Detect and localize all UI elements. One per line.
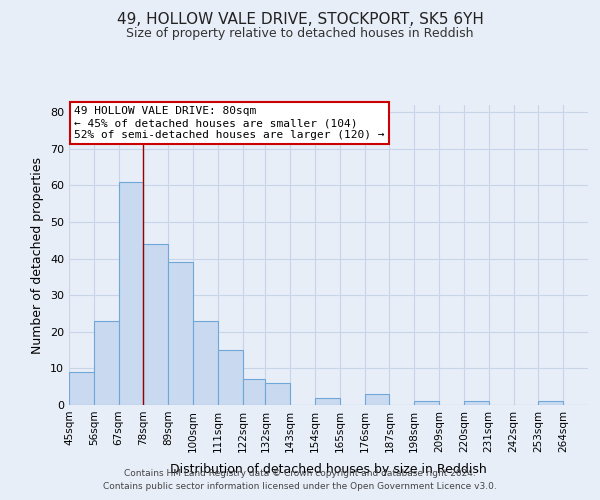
Text: Contains public sector information licensed under the Open Government Licence v3: Contains public sector information licen… — [103, 482, 497, 491]
Bar — [315, 398, 340, 405]
X-axis label: Distribution of detached houses by size in Reddish: Distribution of detached houses by size … — [170, 463, 487, 476]
Bar — [193, 321, 218, 405]
Bar — [538, 402, 563, 405]
Bar — [365, 394, 389, 405]
Text: 49 HOLLOW VALE DRIVE: 80sqm
← 45% of detached houses are smaller (104)
52% of se: 49 HOLLOW VALE DRIVE: 80sqm ← 45% of det… — [74, 106, 385, 140]
Text: 49, HOLLOW VALE DRIVE, STOCKPORT, SK5 6YH: 49, HOLLOW VALE DRIVE, STOCKPORT, SK5 6Y… — [116, 12, 484, 28]
Bar — [143, 244, 168, 405]
Bar — [243, 380, 265, 405]
Bar — [119, 182, 143, 405]
Bar — [69, 372, 94, 405]
Bar — [218, 350, 243, 405]
Bar — [94, 321, 119, 405]
Bar — [464, 402, 489, 405]
Bar — [168, 262, 193, 405]
Text: Size of property relative to detached houses in Reddish: Size of property relative to detached ho… — [126, 28, 474, 40]
Text: Contains HM Land Registry data © Crown copyright and database right 2024.: Contains HM Land Registry data © Crown c… — [124, 468, 476, 477]
Bar — [265, 383, 290, 405]
Y-axis label: Number of detached properties: Number of detached properties — [31, 156, 44, 354]
Bar — [414, 402, 439, 405]
